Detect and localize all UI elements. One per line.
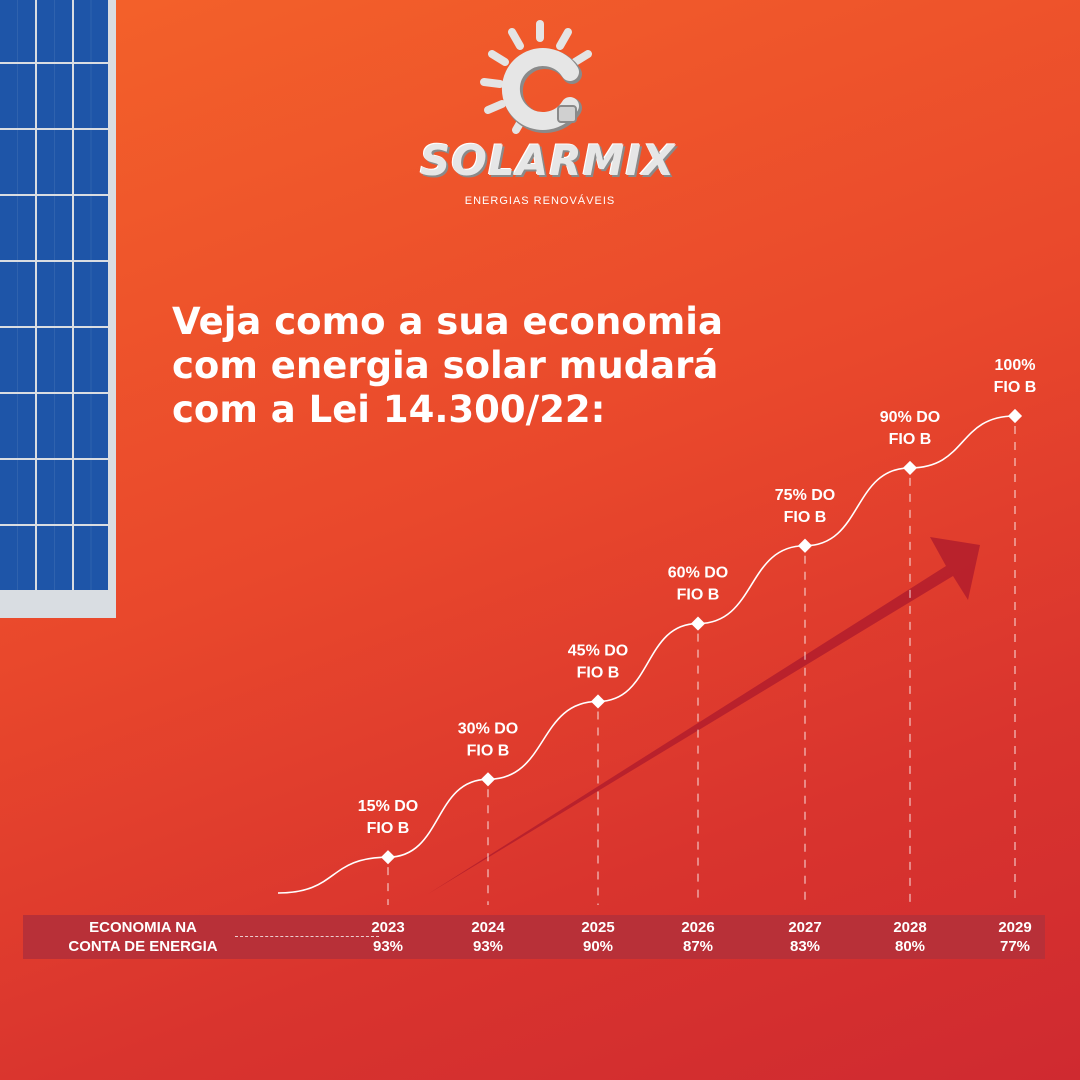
solar-panel-cell xyxy=(0,130,35,194)
solar-panel-cell xyxy=(74,196,108,260)
solar-panel-cell xyxy=(0,460,35,524)
solar-panel-cell xyxy=(74,526,108,590)
data-point-marker xyxy=(902,460,918,475)
data-point-marker xyxy=(480,772,496,787)
savings-row-label: ECONOMIA NA CONTA DE ENERGIA xyxy=(33,918,253,956)
tick-label: 2028 xyxy=(893,919,927,936)
solar-panel-cell xyxy=(0,328,35,392)
tick-label: 2024 xyxy=(471,919,505,936)
data-point-marker xyxy=(1007,408,1023,424)
brand-logo: SOLARMIX ENERGIAS RENOVÁVEIS xyxy=(420,20,676,207)
tick-label: 2023 xyxy=(371,919,405,936)
data-point-marker xyxy=(590,694,606,709)
savings-value: 77% xyxy=(999,938,1031,955)
solar-panel-cell xyxy=(37,262,72,326)
headline-line: Veja como a sua economia xyxy=(172,300,723,343)
data-label: 90% DO FIO B xyxy=(880,409,940,448)
sun-bulb-icon xyxy=(480,20,592,134)
savings-cell: 2029 77% xyxy=(975,918,1055,956)
data-point-marker xyxy=(380,850,396,865)
data-label: 60% DO FIO B xyxy=(668,565,728,604)
solar-panel-cell xyxy=(0,262,35,326)
dashed-divider xyxy=(235,936,379,937)
fio-b-series-line xyxy=(277,415,1016,894)
solar-panel-cell xyxy=(0,0,35,62)
solar-panel-cell xyxy=(74,394,108,458)
solar-panel-cell xyxy=(37,0,72,62)
savings-value: 83% xyxy=(789,938,821,955)
solar-panel-icon xyxy=(0,0,116,618)
solar-panel-cell xyxy=(0,196,35,260)
tick-label: 2029 xyxy=(998,919,1032,936)
solar-panel-cell xyxy=(74,130,108,194)
savings-cell: 2026 87% xyxy=(658,918,738,956)
savings-value: 87% xyxy=(682,938,714,955)
solar-panel-cell xyxy=(0,394,35,458)
data-label: 45% DO FIO B xyxy=(568,642,628,681)
savings-value: 80% xyxy=(894,938,926,955)
savings-cell: 2023 93% xyxy=(348,918,428,956)
solar-panel-cell xyxy=(37,460,72,524)
savings-value: 93% xyxy=(472,938,504,955)
solar-panel-cell xyxy=(37,130,72,194)
solar-panel-cell xyxy=(37,64,72,128)
tick-label: 2026 xyxy=(681,919,715,936)
solar-panel-cell xyxy=(37,196,72,260)
solar-panel-cell xyxy=(0,526,35,590)
savings-row-label-line: ECONOMIA NA xyxy=(89,919,197,936)
savings-cell: 2028 80% xyxy=(870,918,950,956)
data-label: 15% DO FIO B xyxy=(358,798,418,837)
savings-cell: 2025 90% xyxy=(558,918,638,956)
savings-cell: 2027 83% xyxy=(765,918,845,956)
brand-name: SOLARMIX xyxy=(420,136,676,185)
solar-panel-cell xyxy=(37,328,72,392)
solar-panel-cell xyxy=(37,394,72,458)
data-label: 75% DO FIO B xyxy=(775,487,835,526)
headline: Veja como a sua economia com energia sol… xyxy=(172,300,792,432)
brand-tagline: ENERGIAS RENOVÁVEIS xyxy=(464,195,616,207)
solar-panel-cell xyxy=(74,460,108,524)
savings-row-label-line: CONTA DE ENERGIA xyxy=(68,938,218,955)
savings-value: 90% xyxy=(582,938,614,955)
savings-value: 93% xyxy=(372,938,404,955)
headline-line: com energia solar mudará xyxy=(172,344,719,387)
savings-band: ECONOMIA NA CONTA DE ENERGIA 2023 93% 2024… xyxy=(23,915,1045,959)
tick-label: 2027 xyxy=(788,919,822,936)
tick-label: 2025 xyxy=(581,919,615,936)
data-label: 100% FIO B xyxy=(994,357,1037,396)
headline-line: com a Lei 14.300/22: xyxy=(172,388,606,431)
data-label: 30% DO FIO B xyxy=(458,720,518,759)
savings-cell: 2024 93% xyxy=(448,918,528,956)
solar-panel-cell xyxy=(74,64,108,128)
solar-panel-cell xyxy=(37,526,72,590)
data-point-marker xyxy=(690,616,706,631)
solar-panel-cell xyxy=(0,64,35,128)
solar-panel-cell xyxy=(74,0,108,62)
data-point-marker xyxy=(797,538,813,553)
solar-panel-cell xyxy=(74,262,108,326)
solar-panel-cell xyxy=(74,328,108,392)
